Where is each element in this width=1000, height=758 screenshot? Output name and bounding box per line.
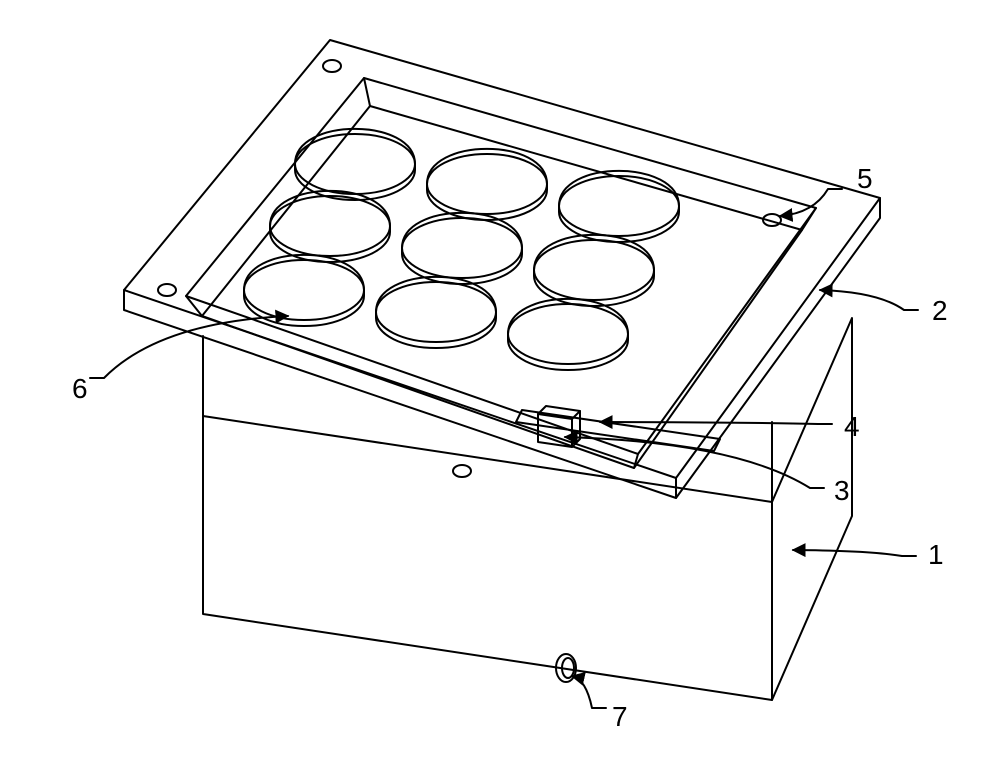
callout-label-4: 4	[844, 411, 860, 442]
callout-label-3: 3	[834, 475, 850, 506]
callout-label-2: 2	[932, 295, 948, 326]
box-body	[203, 318, 852, 700]
device-figure: 1 2 3 4 5 6 7	[0, 0, 1000, 758]
callout-label-6: 6	[72, 373, 88, 404]
corner-holes	[158, 60, 781, 477]
callout-label-7: 7	[612, 701, 628, 732]
callout-label-5: 5	[857, 163, 873, 194]
dome-array	[244, 129, 679, 370]
callout-label-1: 1	[928, 539, 944, 570]
